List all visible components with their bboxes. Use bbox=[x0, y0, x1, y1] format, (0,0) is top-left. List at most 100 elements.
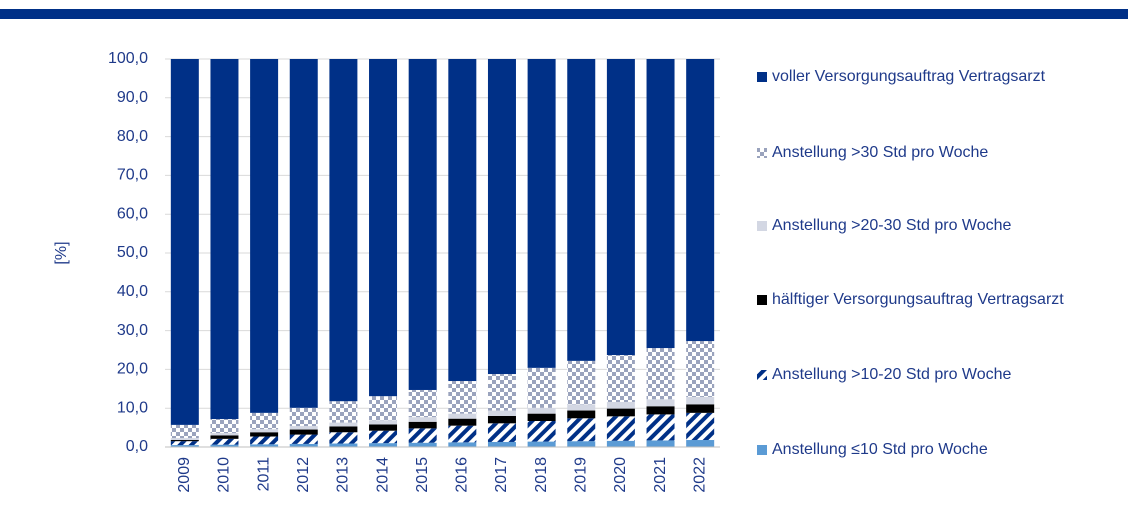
bar-segment bbox=[408, 417, 437, 422]
x-tick-label: 2013 bbox=[335, 457, 352, 493]
bar-segment bbox=[170, 59, 199, 425]
bar-segment bbox=[329, 426, 358, 433]
legend-swatch bbox=[757, 295, 767, 305]
bar-segment bbox=[329, 443, 358, 447]
bar-segment bbox=[606, 355, 635, 402]
bar-segment bbox=[686, 396, 715, 405]
bar-segment bbox=[329, 432, 358, 444]
bar-segment bbox=[210, 444, 239, 447]
bar-segment bbox=[606, 416, 635, 441]
bar-segment bbox=[289, 443, 318, 447]
y-tick-label: 60,0 bbox=[117, 205, 148, 222]
bar-segment bbox=[408, 59, 437, 390]
bar-segment bbox=[329, 422, 358, 427]
legend-label: Anstellung ≤10 Std pro Woche bbox=[772, 441, 988, 458]
bar-segment bbox=[408, 389, 437, 418]
x-tick-label: 2022 bbox=[691, 457, 708, 493]
bar-segment bbox=[487, 59, 516, 375]
bar-segment bbox=[408, 428, 437, 443]
bar-segment bbox=[289, 59, 318, 408]
header-band bbox=[0, 9, 1128, 19]
bar-segment bbox=[329, 401, 358, 423]
bar-segment bbox=[210, 435, 239, 439]
y-tick-label: 50,0 bbox=[117, 244, 148, 261]
bar-segment bbox=[646, 440, 675, 447]
bar-segment bbox=[686, 440, 715, 447]
legend-label: hälftiger Versorgungsauftrag Vertragsarz… bbox=[772, 291, 1064, 308]
legend-label: Anstellung >30 Std pro Woche bbox=[772, 144, 989, 161]
y-tick-label: 30,0 bbox=[117, 322, 148, 339]
x-tick-label: 2009 bbox=[176, 457, 193, 493]
bar-segment bbox=[646, 399, 675, 407]
bar-segment bbox=[567, 410, 596, 419]
x-tick-label: 2020 bbox=[612, 457, 629, 493]
legend-label: voller Versorgungsauftrag Vertragsarzt bbox=[772, 68, 1046, 85]
bar-segment bbox=[369, 443, 398, 447]
bar-segment bbox=[686, 404, 715, 413]
x-tick-label: 2016 bbox=[454, 457, 471, 493]
bar-segment bbox=[487, 374, 516, 411]
bar-segment bbox=[448, 442, 477, 447]
bar-segment bbox=[289, 426, 318, 430]
bar-segment bbox=[567, 404, 596, 411]
y-axis-label: [%] bbox=[53, 241, 70, 264]
bar-segment bbox=[487, 415, 516, 424]
x-tick-label: 2012 bbox=[295, 457, 312, 493]
bar-segment bbox=[567, 441, 596, 447]
bar-segment bbox=[448, 59, 477, 382]
x-tick-label: 2017 bbox=[493, 457, 510, 493]
bar-segment bbox=[646, 414, 675, 441]
bar-segment bbox=[527, 441, 556, 447]
bar-segment bbox=[170, 438, 199, 441]
x-tick-label: 2014 bbox=[374, 457, 391, 493]
legend-swatch bbox=[757, 148, 767, 158]
y-tick-label: 70,0 bbox=[117, 167, 148, 184]
bar-segment bbox=[250, 436, 279, 445]
y-tick-label: 20,0 bbox=[117, 361, 148, 378]
bar-segment bbox=[170, 441, 199, 446]
bar-segment bbox=[527, 421, 556, 442]
bar-segment bbox=[448, 381, 477, 414]
bar-segment bbox=[448, 418, 477, 426]
bar-segment bbox=[646, 59, 675, 349]
y-tick-label: 10,0 bbox=[117, 399, 148, 416]
bar-segment bbox=[487, 441, 516, 447]
legend-swatch bbox=[757, 445, 767, 455]
bar-segment bbox=[606, 59, 635, 356]
bar-segment bbox=[369, 396, 398, 421]
y-tick-label: 80,0 bbox=[117, 128, 148, 145]
bar-segment bbox=[250, 59, 279, 413]
bar-segment bbox=[686, 341, 715, 397]
bar-segment bbox=[170, 440, 199, 442]
bar-segment bbox=[210, 433, 239, 436]
bar-segment bbox=[567, 59, 596, 361]
bar-segment bbox=[527, 59, 556, 368]
bar-segment bbox=[289, 434, 318, 444]
x-tick-label: 2019 bbox=[572, 457, 589, 493]
bar-segment bbox=[448, 425, 477, 443]
bar-segment bbox=[408, 442, 437, 447]
bar-segment bbox=[606, 408, 635, 417]
bar-segment bbox=[170, 424, 199, 439]
bar-segment bbox=[686, 412, 715, 441]
bar-segment bbox=[487, 410, 516, 416]
x-tick-label: 2018 bbox=[533, 457, 550, 493]
bar-segment bbox=[487, 423, 516, 442]
bar-segment bbox=[646, 406, 675, 415]
bar-segment bbox=[289, 407, 318, 427]
x-tick-label: 2010 bbox=[216, 457, 233, 493]
bar-segment bbox=[527, 407, 556, 414]
x-tick-label: 2021 bbox=[652, 457, 669, 493]
bar-segment bbox=[250, 412, 279, 430]
y-tick-label: 100,0 bbox=[108, 50, 148, 67]
bar-segment bbox=[408, 421, 437, 429]
bar-segment bbox=[448, 413, 477, 419]
bar-segment bbox=[210, 438, 239, 445]
y-tick-label: 0,0 bbox=[126, 438, 148, 455]
bar-segment bbox=[686, 59, 715, 342]
x-tick-label: 2015 bbox=[414, 457, 431, 493]
bar-segment bbox=[329, 59, 358, 402]
bar-segment bbox=[250, 429, 279, 433]
legend-label: Anstellung >20-30 Std pro Woche bbox=[772, 217, 1012, 234]
